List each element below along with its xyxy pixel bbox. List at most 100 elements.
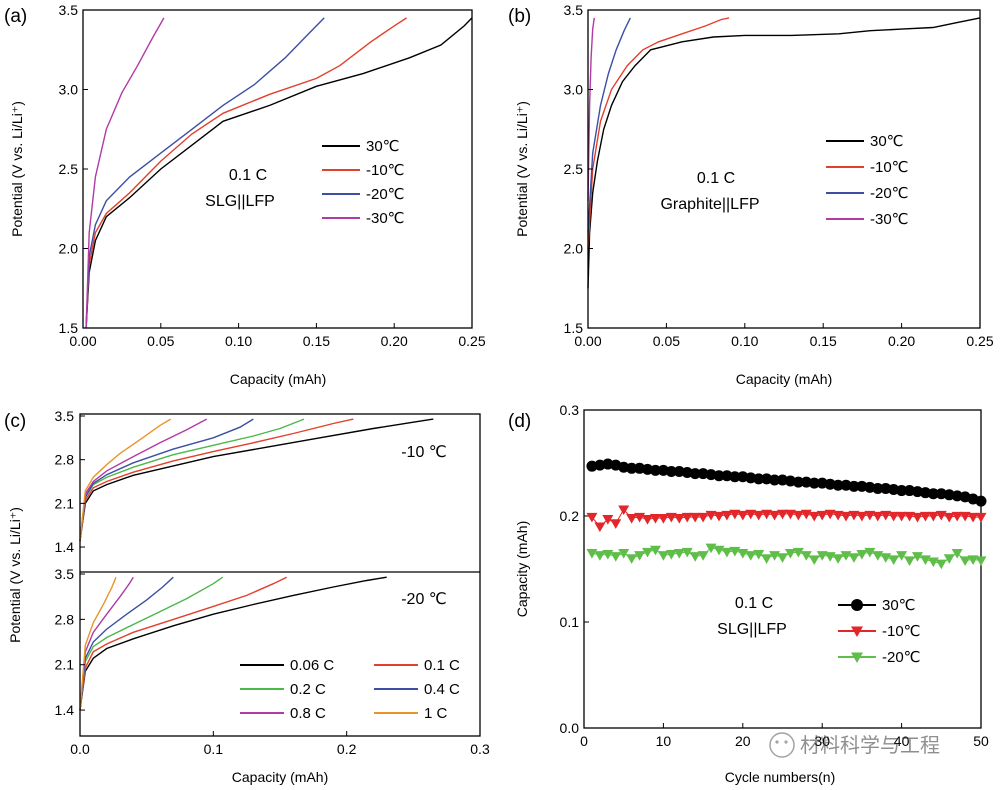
panel-c-top-series-3	[79, 418, 254, 541]
panel-d-series-1-point-36	[872, 511, 884, 522]
panel-b-ylabel: Potential (V vs. Li/Li⁺)	[514, 101, 530, 237]
panel-c-top-ytick-label-2: 2.8	[55, 452, 75, 468]
panel-d-series-1-point-21	[753, 510, 765, 521]
panel-d-series-0-point-21	[753, 473, 765, 485]
panel-b-xtick-label-4: 0.20	[888, 333, 915, 349]
panel-b-xtick-label-2: 0.10	[731, 333, 758, 349]
panel-a-xtick-label-0: 0.00	[69, 333, 96, 349]
panel-d-series-0-point-16	[713, 470, 725, 482]
panel-d-series-1-point-23	[769, 510, 781, 521]
panel-c-frame	[79, 413, 481, 737]
panel-c-bottom-series-3	[79, 576, 174, 711]
panel-d-series-1-point-38	[888, 511, 900, 522]
panel-c-legend-label-4: 0.8 C	[290, 705, 326, 722]
panel-a-rate: 0.1 C	[229, 167, 267, 184]
panel-d-series-1-point-15	[705, 510, 717, 521]
panel-d-series-1-point-3	[610, 519, 622, 529]
panel-d-series-2-point-17	[721, 547, 733, 558]
panel-c-bottom-ytick-label-0: 1.4	[55, 702, 75, 718]
panel-d-series-0-point-28	[808, 477, 820, 489]
panel-d-series-1-point-19	[737, 510, 749, 521]
panel-c-bottom-series-5	[79, 576, 117, 711]
panel-d-ylabel: Capacity (mAh)	[514, 521, 530, 617]
panel-d-legend-label-2: -20℃	[882, 649, 921, 666]
panel-c-top-temp: -10 ℃	[401, 444, 447, 461]
panel-d-series-2-point-33	[848, 553, 860, 563]
panel-b-xlabel: Capacity (mAh)	[736, 371, 832, 387]
wechat-icon-eye-right	[784, 740, 788, 744]
panel-b-legend-label-2: -20℃	[870, 185, 909, 202]
panel-d-series-1-point-4	[618, 505, 630, 516]
panel-d-label: (d)	[508, 411, 531, 432]
panel-d-legend-marker-1	[851, 626, 863, 637]
panel-b-legend-label-1: -10℃	[870, 159, 909, 176]
panel-d-series-1-point-12	[681, 512, 693, 523]
panel-d-series-1-point-45	[943, 512, 955, 523]
panel-d-series-1-point-41	[911, 512, 923, 523]
panel-c: (c) 1.4 2.1 2.8 3.5 1.4 2.1 2.8 3.5 0.0 0.1 0.2 0.3…	[4, 408, 490, 785]
panel-c-top-ytick-label-0: 1.4	[55, 539, 75, 555]
panel-b-rate: 0.1 C	[697, 170, 735, 187]
panel-b-label: (b)	[508, 6, 531, 27]
panel-d-series-0-point-49	[975, 495, 987, 507]
panel-d-series-1-point-9	[657, 513, 669, 524]
panel-d-series-2-point-39	[896, 551, 908, 561]
panel-d-series-1-point-20	[745, 509, 757, 520]
panel-d-xlabel: Cycle numbers(n)	[725, 769, 835, 785]
panel-d-rate: 0.1 C	[735, 595, 773, 612]
panel-b-xtick-label-0: 0.00	[574, 333, 601, 349]
panel-d-series-1-point-7	[642, 515, 654, 525]
panel-c-xtick-label-3: 0.3	[470, 741, 490, 757]
panel-d-series-2-point-21	[753, 550, 765, 560]
panel-a-series-2	[85, 17, 325, 329]
panel-a-xlabel: Capacity (mAh)	[230, 371, 326, 387]
panel-d-cell: SLG||LFP	[717, 621, 787, 638]
panel-d-series-1-point-43	[927, 511, 939, 522]
panel-d-ytick-label-1: 0.1	[560, 614, 580, 630]
panel-c-legend: 0.06 C 0.1 C 0.2 C 0.4 C 0.8 C 1 C	[240, 657, 460, 722]
panel-a-ytick-label-1: 2.0	[59, 241, 79, 257]
wechat-icon	[769, 732, 795, 758]
panel-c-top-series-5	[79, 418, 172, 541]
panel-d-series-1-point-28	[808, 511, 820, 522]
panel-d-series-2-point-31	[832, 554, 844, 564]
panel-a-ytick-label-3: 3.0	[59, 82, 79, 98]
panel-d-series-1-point-30	[824, 509, 836, 520]
panel-d-series-2-point-24	[777, 553, 788, 563]
panel-d-series-1-point-1	[594, 522, 606, 533]
panel-c-top-series	[79, 418, 434, 541]
panel-a-legend: 30℃ -10℃ -20℃ -30℃	[322, 138, 405, 227]
panel-c-bottom-series-1	[79, 576, 288, 711]
panel-b-frame	[587, 9, 981, 329]
panel-a-label: (a)	[4, 6, 27, 27]
panel-c-top-ytick-label-3: 3.5	[55, 408, 75, 424]
panel-d-series-2-point-6	[634, 551, 646, 561]
panel-a: (a) 0.00 0.05 0.10 0.15 0.20 0.25 1.5 2.0 2.5 3.0…	[4, 2, 486, 387]
panel-d-series-1-point-26	[792, 510, 804, 521]
panel-d-series-1-point-25	[784, 509, 796, 520]
panel-a-xtick-label-2: 0.10	[225, 333, 252, 349]
panel-d-series-1-point-35	[864, 510, 876, 521]
panel-c-top-series-0	[79, 418, 434, 541]
panel-b: (b) 0.00 0.05 0.10 0.15 0.20 0.25 1.5 2.0 2.5 3.0…	[508, 2, 994, 387]
panel-c-bottom-series-0	[79, 576, 387, 711]
panel-b-ytick-label-3: 3.0	[564, 82, 584, 98]
panel-d-series-2-point-22	[761, 554, 773, 564]
panel-d-legend-marker-2	[851, 652, 863, 663]
panel-d-series-0-point-5	[626, 462, 638, 474]
panel-d-series-1-point-40	[904, 511, 916, 522]
panel-a-ytick-label-4: 3.5	[59, 2, 79, 18]
panel-d-series-2-point-13	[689, 552, 701, 562]
panel-b-ytick-label-2: 2.5	[564, 161, 584, 177]
panel-d-series-2-point-1	[594, 551, 606, 561]
panel-d-xtick-label-1: 10	[656, 733, 672, 749]
panel-c-xtick-label-2: 0.2	[337, 741, 357, 757]
panel-d-series-0-point-18	[729, 471, 741, 483]
panel-d-series	[586, 458, 987, 570]
panel-c-top-ytick-label-1: 2.1	[55, 495, 75, 511]
panel-d-series-0-point-36	[872, 482, 884, 494]
panel-d-series-2-point-28	[808, 555, 820, 565]
panel-d-ticks: 0 10 20 30 40 50 0.0 0.1 0.2 0.3	[560, 402, 989, 749]
panel-d-frame	[583, 409, 982, 729]
